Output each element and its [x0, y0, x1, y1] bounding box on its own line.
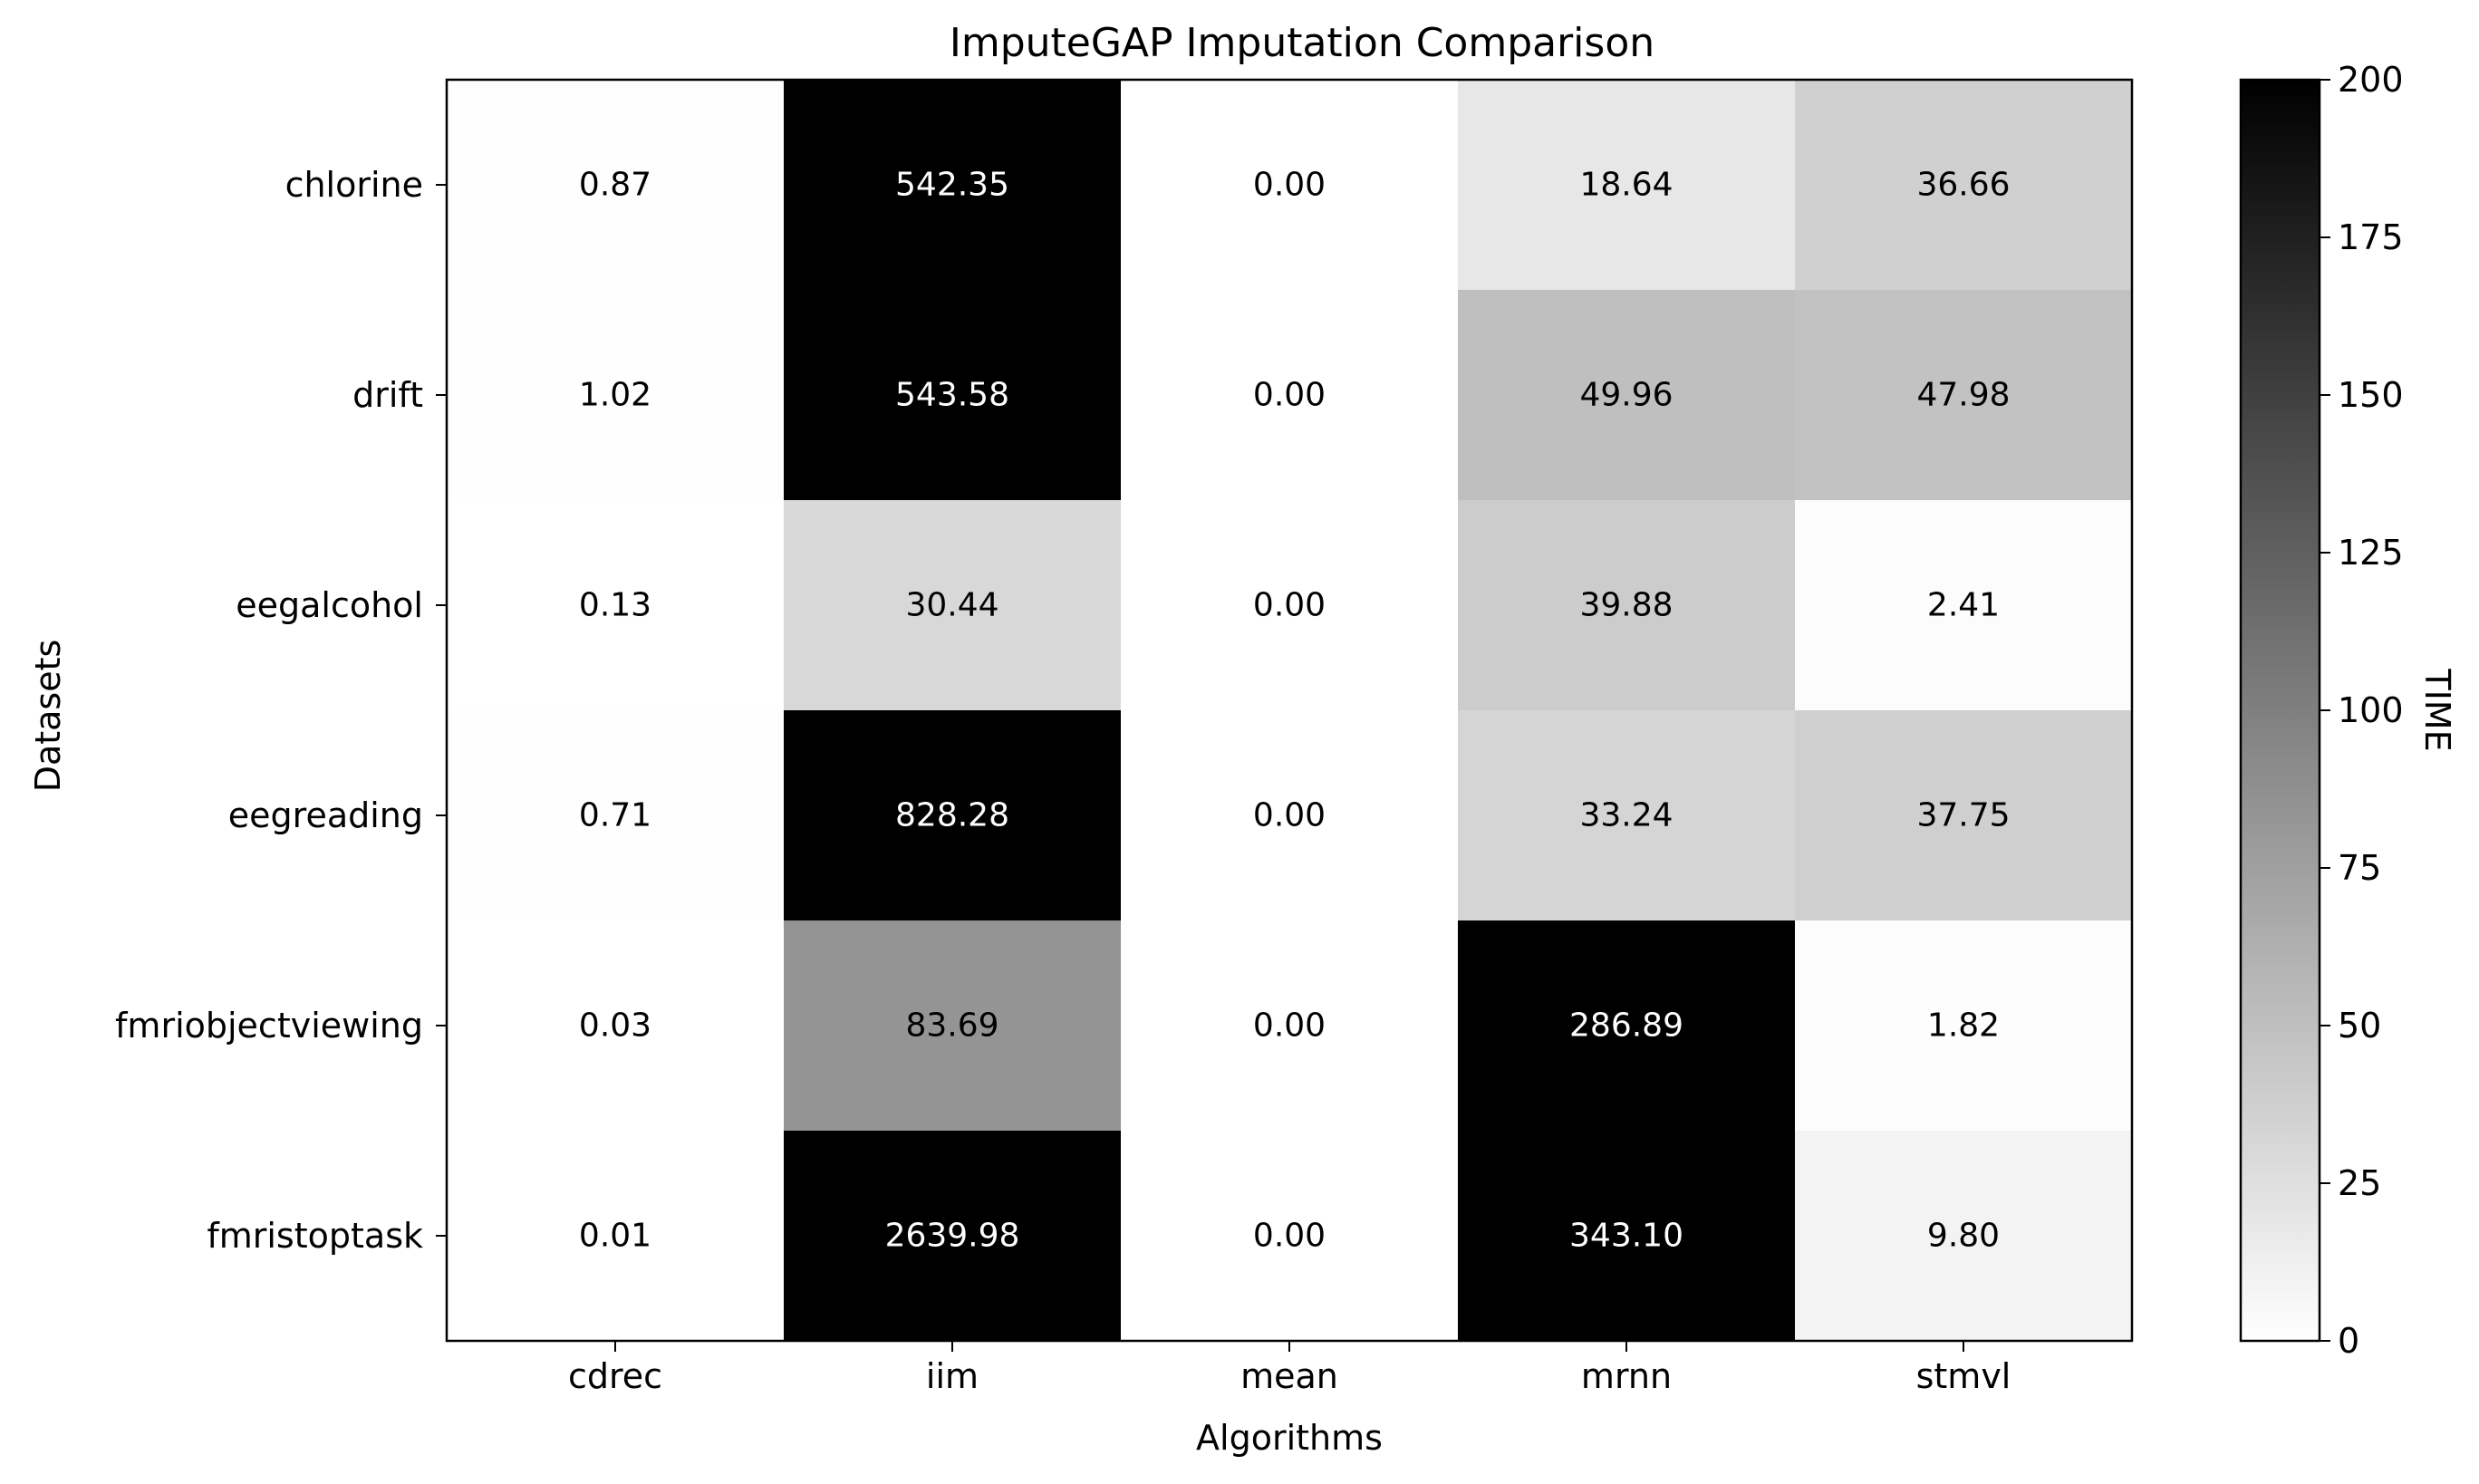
cell-value-label: 0.71 [579, 797, 651, 834]
plot-frame [445, 78, 2134, 1343]
cell-value-label: 47.98 [1916, 377, 2010, 414]
heatmap-cell-fmriobjectviewing-mrnn [1458, 920, 1796, 1132]
y-tick-label: fmristoptask [207, 1216, 423, 1256]
heatmap-cell-fmristoptask-cdrec [447, 1131, 785, 1342]
cell-value-label: 0.00 [1253, 797, 1326, 834]
colorbar-tick-label: 50 [2338, 1006, 2381, 1046]
cell-value-label: 0.00 [1253, 587, 1326, 624]
cell-value-label: 1.02 [579, 377, 651, 414]
colorbar-ticks: 0 25 50 75 100 125 150 175 200 [2320, 60, 2404, 1361]
colorbar-tick-label: 75 [2338, 848, 2381, 888]
cell-value-label: 37.75 [1916, 797, 2010, 834]
heatmap-cell-eegalcohol-iim [784, 500, 1122, 711]
heatmap-cell-eegreading-iim [784, 710, 1122, 921]
cell-value-label: 2639.98 [885, 1218, 1020, 1255]
heatmap-cell-drift-iim [784, 290, 1122, 501]
cell-value-label: 36.66 [1916, 167, 2010, 204]
cell-value-label: 0.00 [1253, 377, 1326, 414]
heatmap-cell-eegreading-mean [1121, 710, 1459, 921]
cell-value-label: 0.01 [579, 1218, 651, 1255]
y-axis-label: Datasets [28, 640, 68, 793]
colorbar [2239, 78, 2321, 1343]
cell-value-label: 2.41 [1927, 587, 2000, 624]
cell-value-label: 0.13 [579, 587, 651, 624]
heatmap-cell-eegalcohol-mean [1121, 500, 1459, 711]
heatmap-cell-eegalcohol-mrnn [1458, 500, 1796, 711]
heatmap-cell-fmristoptask-iim [784, 1131, 1122, 1342]
x-axis-label: Algorithms [1196, 1418, 1383, 1458]
heatmap-cell-chlorine-cdrec [447, 80, 785, 291]
cell-value-label: 343.10 [1569, 1218, 1683, 1255]
y-tick-label: eegalcohol [236, 585, 423, 625]
heatmap-cell-fmriobjectviewing-stmvl [1795, 920, 2133, 1132]
cell-value-label: 1.82 [1927, 1007, 2000, 1045]
x-tick-label: cdrec [568, 1356, 662, 1396]
heatmap-cell-fmristoptask-mean [1121, 1131, 1459, 1342]
heatmap-cell-fmriobjectviewing-mean [1121, 920, 1459, 1132]
heatmap-cell-fmriobjectviewing-iim [784, 920, 1122, 1132]
heatmap-cell-fmristoptask-mrnn [1458, 1131, 1796, 1342]
cell-value-label: 33.24 [1579, 797, 1673, 834]
cell-value-label: 0.00 [1253, 1218, 1326, 1255]
chart-title: ImputeGAP Imputation Comparison [950, 20, 1654, 66]
heatmap-cell-chlorine-stmvl [1795, 80, 2133, 291]
heatmap-cell-eegreading-stmvl [1795, 710, 2133, 921]
cell-value-label: 0.00 [1253, 1007, 1326, 1045]
cell-value-label: 30.44 [905, 587, 998, 624]
colorbar-tick-label: 200 [2338, 60, 2404, 100]
heatmap-cell-chlorine-mrnn [1458, 80, 1796, 291]
colorbar-tick-label: 100 [2338, 690, 2404, 730]
cell-value-label: 39.88 [1579, 587, 1673, 624]
cell-value-label: 828.28 [895, 797, 1009, 834]
x-tick-label: mrnn [1581, 1356, 1672, 1396]
heatmap-cell-eegalcohol-cdrec [447, 500, 785, 711]
heatmap-cell-drift-cdrec [447, 290, 785, 501]
heatmap-cells: 0.87 542.35 0.00 18.64 36.66 1.02 543.58 0.00 49… [447, 80, 2133, 1342]
colorbar-label: TIME [2417, 668, 2457, 751]
y-tick-label: drift [352, 375, 423, 415]
y-tick-label: fmriobjectviewing [115, 1006, 423, 1046]
x-axis-ticks: cdrec iim mean mrnn stmvl [568, 1341, 2011, 1396]
cell-value-label: 18.64 [1579, 167, 1673, 204]
heatmap-cell-eegreading-cdrec [447, 710, 785, 921]
x-tick-label: stmvl [1916, 1356, 2011, 1396]
cell-value-label: 0.03 [579, 1007, 651, 1045]
colorbar-tick-label: 25 [2338, 1163, 2381, 1203]
heatmap-cell-eegalcohol-stmvl [1795, 500, 2133, 711]
cell-value-label: 9.80 [1927, 1218, 2000, 1255]
heatmap-cell-chlorine-mean [1121, 80, 1459, 291]
cell-value-label: 542.35 [895, 167, 1009, 204]
cell-value-label: 49.96 [1579, 377, 1673, 414]
heatmap-cell-chlorine-iim [784, 80, 1122, 291]
x-tick-label: iim [926, 1356, 979, 1396]
cell-value-label: 0.00 [1253, 167, 1326, 204]
cell-value-label: 543.58 [895, 377, 1009, 414]
cell-value-label: 286.89 [1569, 1007, 1683, 1045]
heatmap-cell-fmristoptask-stmvl [1795, 1131, 2133, 1342]
heatmap-cell-eegreading-mrnn [1458, 710, 1796, 921]
cell-value-label: 0.87 [579, 167, 651, 204]
cell-value-label: 83.69 [905, 1007, 998, 1045]
colorbar-tick-label: 150 [2338, 375, 2404, 415]
heatmap-cell-drift-mrnn [1458, 290, 1796, 501]
heatmap-cell-drift-stmvl [1795, 290, 2133, 501]
x-tick-label: mean [1240, 1356, 1338, 1396]
y-tick-label: eegreading [228, 795, 423, 835]
heatmap-cell-drift-mean [1121, 290, 1459, 501]
y-axis-ticks: chlorine drift eegalcohol eegreading fmriobj… [115, 165, 447, 1256]
heatmap-cell-fmriobjectviewing-cdrec [447, 920, 785, 1132]
colorbar-tick-label: 0 [2338, 1321, 2359, 1361]
colorbar-tick-label: 175 [2338, 217, 2404, 257]
colorbar-tick-label: 125 [2338, 533, 2404, 573]
y-tick-label: chlorine [285, 165, 423, 205]
